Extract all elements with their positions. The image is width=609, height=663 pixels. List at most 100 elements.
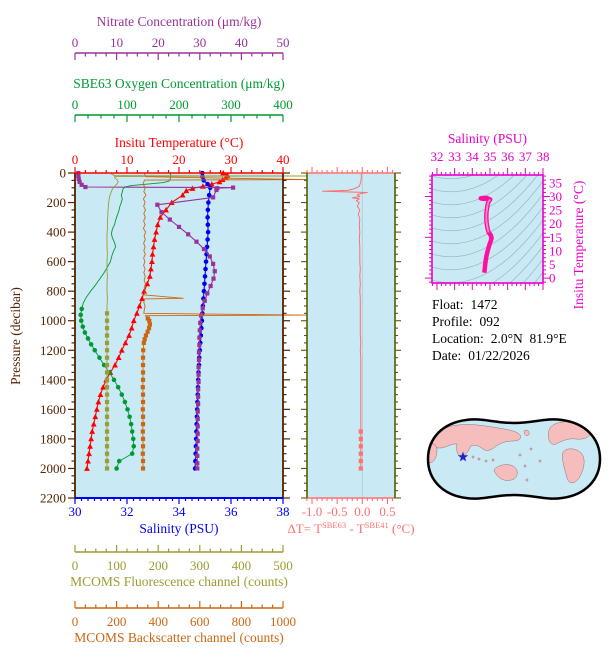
delta-t-axis-title: ΔT= TSBE63 - TSBE41 (°C)	[287, 520, 414, 536]
svg-text:35: 35	[549, 175, 562, 190]
svg-text:0.5: 0.5	[379, 504, 395, 519]
svg-text:1000: 1000	[40, 313, 66, 328]
svg-text:Salinity (PSU): Salinity (PSU)	[139, 521, 218, 536]
svg-text:800: 800	[232, 614, 252, 629]
svg-text:0: 0	[72, 558, 79, 573]
svg-text:37: 37	[519, 149, 533, 164]
svg-text:100: 100	[107, 558, 127, 573]
svg-text:2200: 2200	[40, 491, 66, 506]
backscatter-profile	[140, 172, 308, 471]
location-value: 2.0°N 81.9°E	[490, 331, 567, 346]
svg-text:30: 30	[225, 152, 238, 167]
svg-text:36: 36	[225, 504, 239, 519]
temperature-axis: 0 10 20 30 40 Insitu Temperature (°C)	[72, 135, 290, 174]
svg-text:1600: 1600	[40, 402, 66, 417]
svg-text:500: 500	[273, 558, 293, 573]
salinity-axis: 30 32 34 36 38 Salinity (PSU)	[69, 497, 290, 536]
svg-text:0: 0	[60, 166, 67, 181]
oxygen-axis: 0 100 200 300 400 SBE63 Oxygen Concentration …	[72, 76, 293, 122]
svg-text:200: 200	[148, 558, 168, 573]
svg-text:0.0: 0.0	[354, 504, 370, 519]
nitrate-profile	[76, 170, 236, 471]
svg-text:10: 10	[549, 243, 562, 258]
svg-text:MCOMS Backscatter channel (cou: MCOMS Backscatter channel (counts)	[74, 630, 284, 645]
svg-text:0: 0	[72, 152, 79, 167]
float-label: Float:	[432, 297, 464, 312]
svg-text:400: 400	[148, 614, 168, 629]
svg-text:400: 400	[47, 225, 67, 240]
date-value: 01/22/2026	[468, 348, 530, 363]
svg-text:Insitu Temperature (°C): Insitu Temperature (°C)	[115, 135, 244, 150]
svg-text:35: 35	[483, 149, 496, 164]
svg-text:-1.0: -1.0	[302, 504, 323, 519]
svg-text:Insitu Temperature (°C): Insitu Temperature (°C)	[571, 181, 586, 310]
temperature-profile	[84, 170, 231, 471]
svg-text:400: 400	[273, 97, 293, 112]
world-map	[426, 418, 602, 500]
svg-text:100: 100	[117, 97, 137, 112]
svg-text:20: 20	[152, 35, 165, 50]
svg-text:10: 10	[121, 152, 134, 167]
svg-text:40: 40	[277, 152, 290, 167]
svg-text:300: 300	[190, 558, 210, 573]
svg-text:-0.5: -0.5	[327, 504, 348, 519]
svg-text:30: 30	[549, 189, 562, 204]
svg-text:200: 200	[107, 614, 127, 629]
svg-text:1000: 1000	[270, 614, 296, 629]
svg-text:0: 0	[549, 271, 556, 286]
float-id-line: Float: 1472	[432, 296, 567, 313]
info-block: Float: 1472 Profile: 092 Location: 2.0°N 81…	[432, 296, 567, 364]
svg-text:30: 30	[69, 504, 82, 519]
delta-t-plot: -1.0 -0.5 0.0 0.5ΔT= TSBE63 - TSBE41 (°C)	[287, 167, 415, 536]
svg-text:38: 38	[277, 504, 290, 519]
svg-text:0: 0	[72, 614, 79, 629]
svg-text:400: 400	[232, 558, 252, 573]
location-line: Location: 2.0°N 81.9°E	[432, 330, 567, 347]
svg-text:300: 300	[221, 97, 241, 112]
svg-text:20: 20	[173, 152, 186, 167]
svg-text:34: 34	[173, 504, 187, 519]
location-label: Location:	[432, 331, 484, 346]
svg-text:200: 200	[47, 195, 67, 210]
svg-text:34: 34	[466, 149, 480, 164]
svg-text:32: 32	[430, 149, 443, 164]
profile-value: 092	[479, 314, 500, 329]
svg-text:Salinity (PSU): Salinity (PSU)	[448, 131, 527, 146]
svg-text:10: 10	[110, 35, 123, 50]
svg-text:38: 38	[537, 149, 550, 164]
pressure-axis: 0 200 400 600 800 1000 1200 1400 1600 1800 2000 220…	[8, 166, 290, 506]
svg-text:2000: 2000	[40, 461, 66, 476]
svg-text:1400: 1400	[40, 372, 66, 387]
svg-text:25: 25	[549, 203, 562, 218]
main-plot	[76, 170, 308, 471]
svg-text:36: 36	[501, 149, 515, 164]
svg-text:33: 33	[448, 149, 461, 164]
svg-text:600: 600	[47, 254, 67, 269]
fluorescence-profile	[104, 172, 308, 471]
date-line: Date: 01/22/2026	[432, 347, 567, 364]
svg-text:1200: 1200	[40, 343, 66, 358]
svg-text:5: 5	[549, 257, 556, 272]
density-contours	[432, 175, 543, 283]
svg-text:40: 40	[235, 35, 248, 50]
svg-text:15: 15	[549, 230, 562, 245]
profile-line: Profile: 092	[432, 313, 567, 330]
svg-text:200: 200	[169, 97, 189, 112]
svg-text:600: 600	[190, 614, 210, 629]
svg-text:30: 30	[193, 35, 206, 50]
profile-label: Profile:	[432, 314, 473, 329]
svg-text:Nitrate Concentration (μm/kg): Nitrate Concentration (μm/kg)	[97, 14, 262, 29]
svg-text:Pressure (decibar): Pressure (decibar)	[8, 287, 23, 385]
svg-text:MCOMS Fluorescence channel (co: MCOMS Fluorescence channel (counts)	[70, 574, 288, 589]
svg-text:SBE63 Oxygen Concentration (μm: SBE63 Oxygen Concentration (μm/kg)	[73, 76, 285, 91]
svg-text:32: 32	[121, 504, 134, 519]
svg-text:1800: 1800	[40, 431, 66, 446]
svg-text:0: 0	[72, 35, 79, 50]
nitrate-axis: 0 10 20 30 40 50 Nitrate Concentration (μm/kg)	[72, 14, 290, 60]
float-value: 1472	[470, 297, 498, 312]
